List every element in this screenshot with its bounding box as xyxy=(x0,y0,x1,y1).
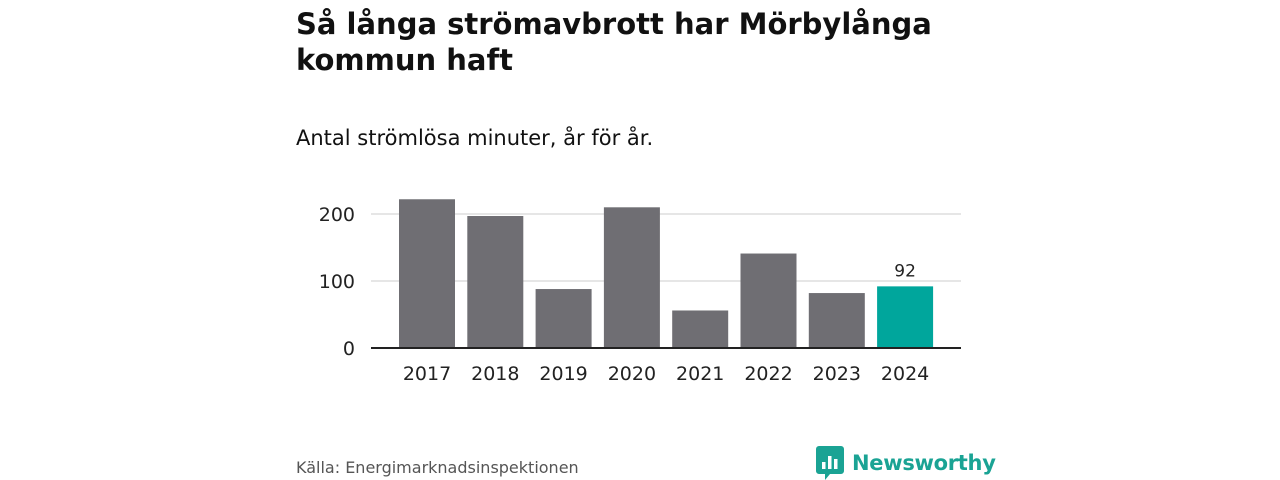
bar-2021 xyxy=(672,310,729,348)
source-note: Källa: Energimarknadsinspektionen xyxy=(296,458,579,477)
chart-title: Så långa strömavbrott har Mörbylånga kom… xyxy=(296,7,932,77)
chart-subtitle: Antal strömlösa minuter, år för år. xyxy=(296,126,654,150)
newsworthy-logo-icon xyxy=(816,446,844,480)
x-tick-label-2018: 2018 xyxy=(471,363,519,385)
bar-2024 xyxy=(877,286,934,348)
bar-2020 xyxy=(603,207,660,348)
x-tick-label-2021: 2021 xyxy=(676,363,724,385)
y-tick-label-0: 0 xyxy=(343,338,355,360)
x-tick-label-2024: 2024 xyxy=(881,363,929,385)
newsworthy-logo-text: Newsworthy xyxy=(852,451,996,475)
bar-2018 xyxy=(467,216,524,348)
newsworthy-logo: Newsworthy xyxy=(816,446,996,480)
x-tick-label-2023: 2023 xyxy=(813,363,861,385)
x-tick-label-2020: 2020 xyxy=(608,363,656,385)
x-tick-label-2017: 2017 xyxy=(403,363,451,385)
data-label-2024: 92 xyxy=(894,261,916,281)
bar-2017 xyxy=(399,199,455,348)
bar-2019 xyxy=(535,289,592,348)
x-tick-label-2022: 2022 xyxy=(744,363,792,385)
x-tick-label-2019: 2019 xyxy=(539,363,587,385)
y-tick-label-100: 100 xyxy=(319,271,355,293)
bar-2023 xyxy=(808,293,865,348)
y-tick-label-200: 200 xyxy=(319,204,355,226)
bar-2022 xyxy=(740,253,797,348)
